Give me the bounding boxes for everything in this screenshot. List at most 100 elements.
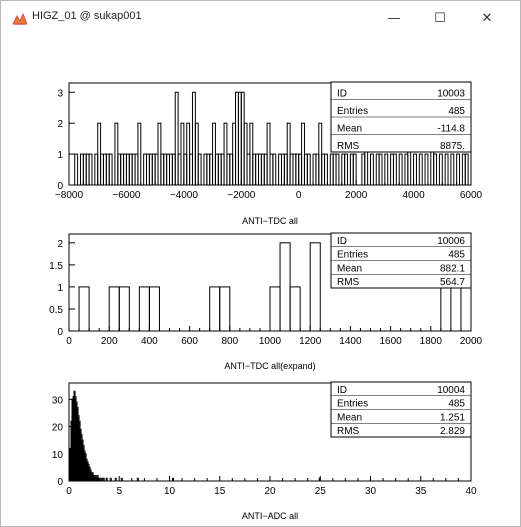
stats-value-id: 10004 bbox=[437, 385, 465, 396]
x-tick-label: 1800 bbox=[420, 336, 443, 347]
x-tick-label: 15 bbox=[214, 486, 226, 497]
histogram-bar bbox=[352, 153, 357, 186]
histogram-bar bbox=[209, 286, 221, 332]
histogram-bar bbox=[148, 286, 160, 332]
histogram-bar bbox=[108, 153, 113, 186]
stats-value-mean: 882.1 bbox=[440, 263, 465, 274]
histogram-bar bbox=[344, 153, 349, 186]
x-tick-label: 40 bbox=[465, 486, 477, 497]
histogram-canvas: −8000 −6000 −4000 −2000 0 2000 4000 60000123ANT… bbox=[49, 81, 483, 521]
x-tick-label: −6000 bbox=[112, 190, 141, 201]
y-tick-label: 0 bbox=[57, 327, 63, 338]
x-tick-label: 30 bbox=[365, 486, 377, 497]
plot-canvas: −8000 −6000 −4000 −2000 0 2000 4000 6000 0 1 2 3 ANT… bbox=[1, 35, 520, 526]
title-bar[interactable]: HIGZ_01 @ sukap001 — ☐ ✕ bbox=[1, 1, 520, 35]
x-tick-label: −4000 bbox=[170, 190, 199, 201]
x-tick-label: 2000 bbox=[460, 336, 483, 347]
histogram-bar bbox=[136, 477, 139, 482]
histogram-bar bbox=[398, 153, 403, 186]
histogram-bar bbox=[444, 153, 449, 186]
histogram-bar bbox=[392, 153, 397, 186]
histogram-bar bbox=[100, 477, 103, 482]
x-tick-label: 400 bbox=[141, 336, 158, 347]
histogram-bar bbox=[424, 153, 429, 186]
histogram-bar bbox=[172, 477, 175, 482]
stats-label-rms: RMS bbox=[337, 426, 360, 437]
y-tick-label: 1 bbox=[57, 150, 63, 161]
x-tick-label: 0 bbox=[296, 190, 302, 201]
stats-value-mean: -114.8 bbox=[437, 124, 465, 135]
minimize-button[interactable]: — bbox=[371, 1, 417, 35]
x-tick-label: 800 bbox=[221, 336, 238, 347]
x-tick-label: 1200 bbox=[299, 336, 322, 347]
x-tick-label: 10 bbox=[164, 486, 176, 497]
histogram-bar bbox=[174, 91, 179, 186]
stats-value-rms: 2.829 bbox=[440, 426, 465, 437]
histogram-bar bbox=[74, 153, 79, 186]
x-tick-label: 1600 bbox=[379, 336, 402, 347]
histogram-bar bbox=[438, 153, 443, 186]
stats-value-entries: 485 bbox=[448, 250, 465, 261]
stats-label-entries: Entries bbox=[337, 399, 368, 410]
x-tick-label: 0 bbox=[66, 486, 72, 497]
histogram-bar bbox=[335, 153, 340, 186]
stats-label-entries: Entries bbox=[337, 250, 368, 261]
histogram-bar bbox=[269, 286, 281, 332]
x-tick-label: −8000 bbox=[55, 190, 84, 201]
stats-label-rms: RMS bbox=[337, 277, 360, 288]
higz-app-icon bbox=[12, 11, 28, 25]
y-tick-label: 2 bbox=[57, 119, 63, 130]
histogram-bar bbox=[108, 286, 120, 332]
y-tick-label: 3 bbox=[57, 88, 63, 99]
close-button[interactable]: ✕ bbox=[464, 1, 510, 35]
x-tick-label: 5 bbox=[116, 486, 122, 497]
histogram-bar bbox=[450, 153, 455, 186]
stats-label-id: ID bbox=[337, 385, 347, 396]
minimize-icon: — bbox=[387, 10, 401, 26]
histogram-bar bbox=[219, 286, 231, 332]
histogram-bar bbox=[309, 242, 321, 332]
histogram-bar bbox=[279, 242, 291, 332]
histogram-bar bbox=[98, 477, 101, 482]
histogram-bar bbox=[109, 477, 112, 482]
stats-label-id: ID bbox=[337, 236, 347, 247]
maximize-button[interactable]: ☐ bbox=[417, 1, 463, 35]
histogram-bar bbox=[456, 153, 461, 186]
histogram-bar bbox=[464, 153, 469, 186]
stats-value-rms: 8875. bbox=[440, 141, 465, 152]
stats-value-rms: 564.7 bbox=[440, 277, 465, 288]
histogram-bar bbox=[88, 153, 93, 186]
histogram-bar bbox=[120, 477, 123, 482]
y-tick-label: 1 bbox=[57, 283, 63, 294]
maximize-icon: ☐ bbox=[434, 10, 446, 26]
histogram-bar bbox=[272, 153, 277, 186]
x-tick-label: 2000 bbox=[345, 190, 368, 201]
histogram-bar bbox=[324, 153, 328, 186]
y-tick-label: 2 bbox=[57, 239, 63, 250]
stats-value-id: 10003 bbox=[437, 89, 465, 100]
x-tick-label: 25 bbox=[315, 486, 327, 497]
stats-label-entries: Entries bbox=[337, 106, 368, 117]
histogram-bar bbox=[460, 286, 472, 332]
x-tick-label: 4000 bbox=[402, 190, 425, 201]
histogram-bar bbox=[418, 153, 423, 186]
stats-value-mean: 1.251 bbox=[440, 412, 465, 423]
stats-label-mean: Mean bbox=[337, 412, 362, 423]
stats-value-entries: 485 bbox=[448, 106, 465, 117]
histogram-title: ANTI−ADC all bbox=[242, 511, 298, 521]
x-tick-label: 1400 bbox=[339, 336, 362, 347]
x-tick-label: 200 bbox=[101, 336, 118, 347]
histogram-title: ANTI−TDC all(expand) bbox=[224, 361, 315, 371]
histogram-bar bbox=[78, 286, 90, 332]
histogram-bar bbox=[137, 122, 142, 186]
x-tick-label: 20 bbox=[264, 486, 276, 497]
stats-label-id: ID bbox=[337, 89, 347, 100]
x-tick-label: 0 bbox=[66, 336, 72, 347]
histogram-bar bbox=[114, 477, 117, 482]
histogram-bar bbox=[118, 286, 130, 332]
histogram-bar bbox=[433, 153, 438, 186]
stats-value-id: 10006 bbox=[437, 236, 465, 247]
histogram-bar bbox=[384, 153, 389, 186]
histogram-bar bbox=[138, 286, 150, 332]
